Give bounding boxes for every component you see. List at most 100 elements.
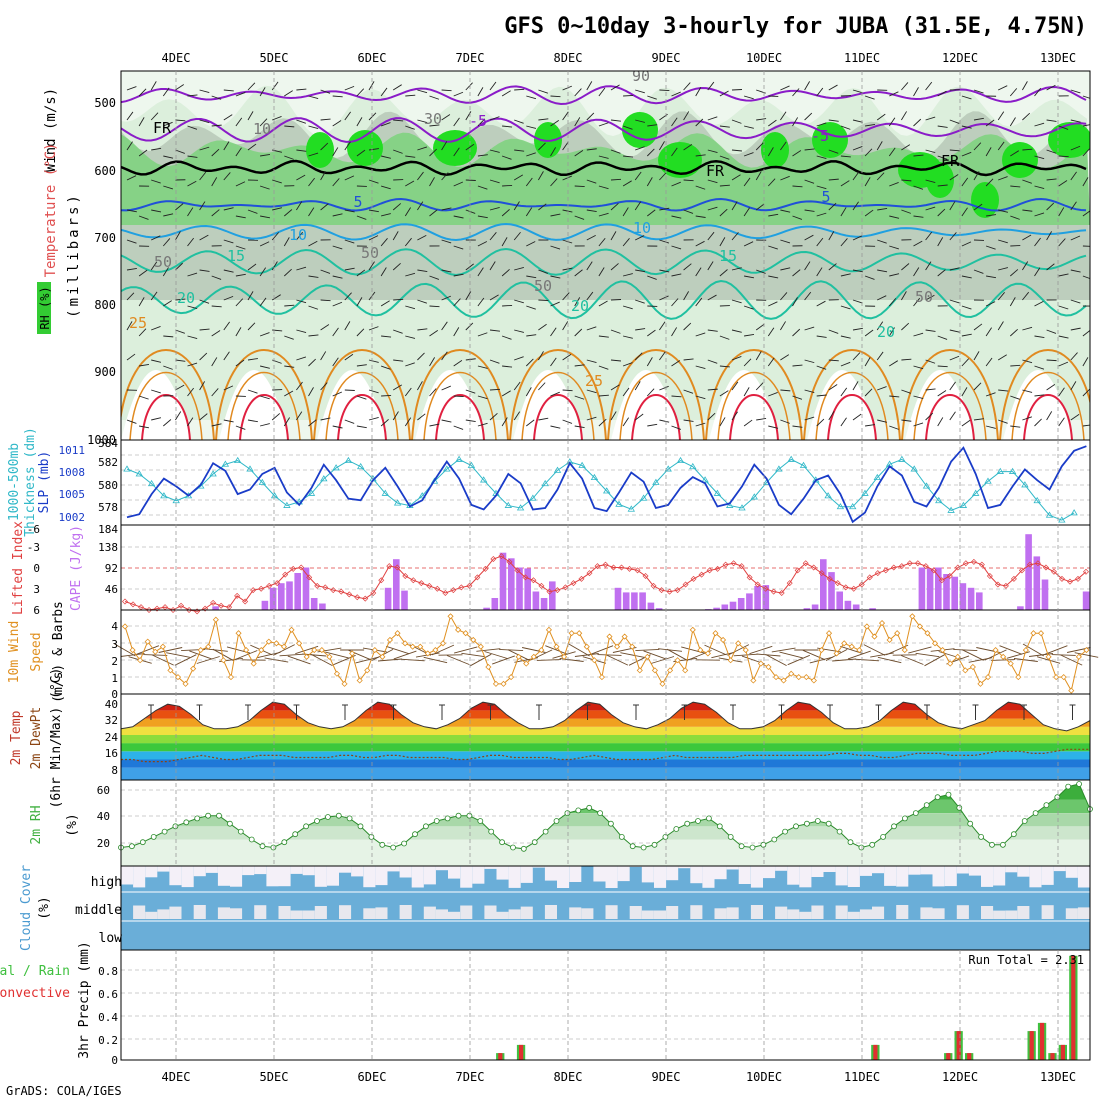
wind-speed-point	[228, 675, 233, 680]
cloud-high-gap	[896, 866, 908, 887]
cloud-middle-gap	[642, 911, 654, 920]
date-label-top: 12DEC	[942, 51, 978, 65]
precip-conv-bar	[946, 1053, 950, 1060]
cloud-high-gap	[860, 866, 872, 876]
cloud-high-gap	[230, 866, 242, 887]
cape-tick-46: 46	[105, 583, 118, 596]
wind-speed-point	[902, 648, 907, 653]
thickness-line-point	[1010, 469, 1016, 474]
cloud-middle-gap	[569, 907, 581, 919]
wind10m-barb	[780, 652, 803, 658]
cape-bar	[533, 592, 540, 611]
wind-barb	[538, 300, 548, 301]
wind-speed-point	[251, 661, 256, 666]
rh-point	[565, 811, 570, 816]
rh-point	[391, 845, 396, 850]
wind-tick-2: 2	[111, 655, 118, 668]
temp-tick-8: 8	[111, 764, 118, 777]
rh-point	[1077, 782, 1082, 787]
cloud-middle-gap	[436, 909, 448, 919]
rh-point	[696, 819, 701, 824]
wind-speed-point	[690, 627, 695, 632]
wind-speed-point	[221, 658, 226, 663]
rh-point	[293, 832, 298, 837]
wind10m-barb	[635, 649, 659, 650]
contour-label: 50	[361, 244, 379, 262]
cape-bar	[853, 605, 860, 611]
cloud-middle-gap	[896, 905, 908, 919]
wind10m-barb	[166, 653, 190, 658]
rh-point	[968, 821, 973, 826]
cape-bar	[738, 598, 745, 610]
cloud-high-gap	[339, 866, 351, 873]
rh-point	[500, 840, 505, 845]
cloud-high-gap	[751, 866, 763, 888]
precip-ylabels: Total / Rain Convective 3hr Precip (mm)	[0, 941, 92, 1058]
cloud-middle-gap	[848, 912, 860, 919]
cloud-middle-gap	[715, 908, 727, 919]
rh-point	[358, 824, 363, 829]
date-label-bottom: 7DEC	[456, 1070, 485, 1084]
precip-conv-bar	[519, 1045, 523, 1060]
rh-point	[217, 813, 222, 818]
cloud-high-gap	[739, 866, 751, 884]
cloud-middle-gap	[872, 907, 884, 919]
p-tick-500: 500	[94, 96, 116, 110]
wind-speed-point	[599, 675, 604, 680]
temp-band	[121, 768, 1090, 780]
rh-point	[325, 815, 330, 820]
cloud-high-gap	[1066, 866, 1078, 878]
rh-point	[195, 816, 200, 821]
contour-label: 25	[585, 372, 603, 390]
wind-speed-point	[289, 627, 294, 632]
cape-bar	[286, 581, 293, 610]
wind-barb	[1047, 360, 1057, 361]
cloud-middle-gap	[303, 911, 315, 920]
wind-speed-point	[1039, 631, 1044, 636]
contour-label: 15	[227, 247, 245, 265]
date-label-top: 5DEC	[260, 51, 289, 65]
wind-speed-point	[281, 644, 286, 649]
rh-point	[249, 837, 254, 842]
wind-speed-point	[1016, 675, 1021, 680]
rh-point	[630, 844, 635, 849]
cape-bar	[754, 586, 761, 610]
cloud-middle-gap	[1017, 906, 1029, 919]
cloud-high-gap	[945, 866, 957, 886]
cloud-high-gap	[509, 866, 521, 888]
upper-ylabel-temp: Temperature (°C)	[43, 143, 59, 278]
cloud-high-gap	[1042, 866, 1054, 885]
rh-point	[1055, 795, 1060, 800]
rh-point	[946, 792, 951, 797]
thick-tick-584: 584	[98, 437, 118, 450]
wind-speed-point	[652, 668, 657, 673]
wind-barb	[430, 306, 440, 307]
cloud-high-gap	[727, 866, 739, 870]
temp-ylabel1: 2m Temp	[9, 710, 24, 765]
precip-tick-02: 0.2	[98, 1034, 118, 1047]
cloud-high-gap	[933, 866, 945, 886]
temp-band	[121, 735, 1090, 743]
cloud-high-gap	[824, 866, 836, 872]
cape-bar	[836, 592, 843, 611]
cloud-middle-gap	[145, 912, 157, 919]
cloud-high-gap	[569, 866, 581, 882]
cloud-middle-gap	[727, 907, 739, 919]
cloud-high-gap	[388, 866, 400, 871]
wind-speed-point	[804, 675, 809, 680]
wind10m-barb	[864, 645, 885, 656]
rh-point	[315, 819, 320, 824]
rh-tick-60: 60	[97, 784, 110, 797]
thickness-ticks: 584 582 580 578 1011 1008 1005 1002	[59, 437, 119, 524]
rh-point	[238, 829, 243, 834]
cloud-high-gap	[472, 866, 484, 884]
wind-ylabel2: Speed	[29, 632, 44, 671]
cloud-high-gap	[400, 866, 412, 878]
cloud-middle-gap	[630, 906, 642, 919]
rh-point	[881, 834, 886, 839]
cape-bar	[401, 591, 408, 610]
cloud-ylabel2: (%)	[37, 896, 52, 919]
date-label-top: 4DEC	[162, 51, 191, 65]
